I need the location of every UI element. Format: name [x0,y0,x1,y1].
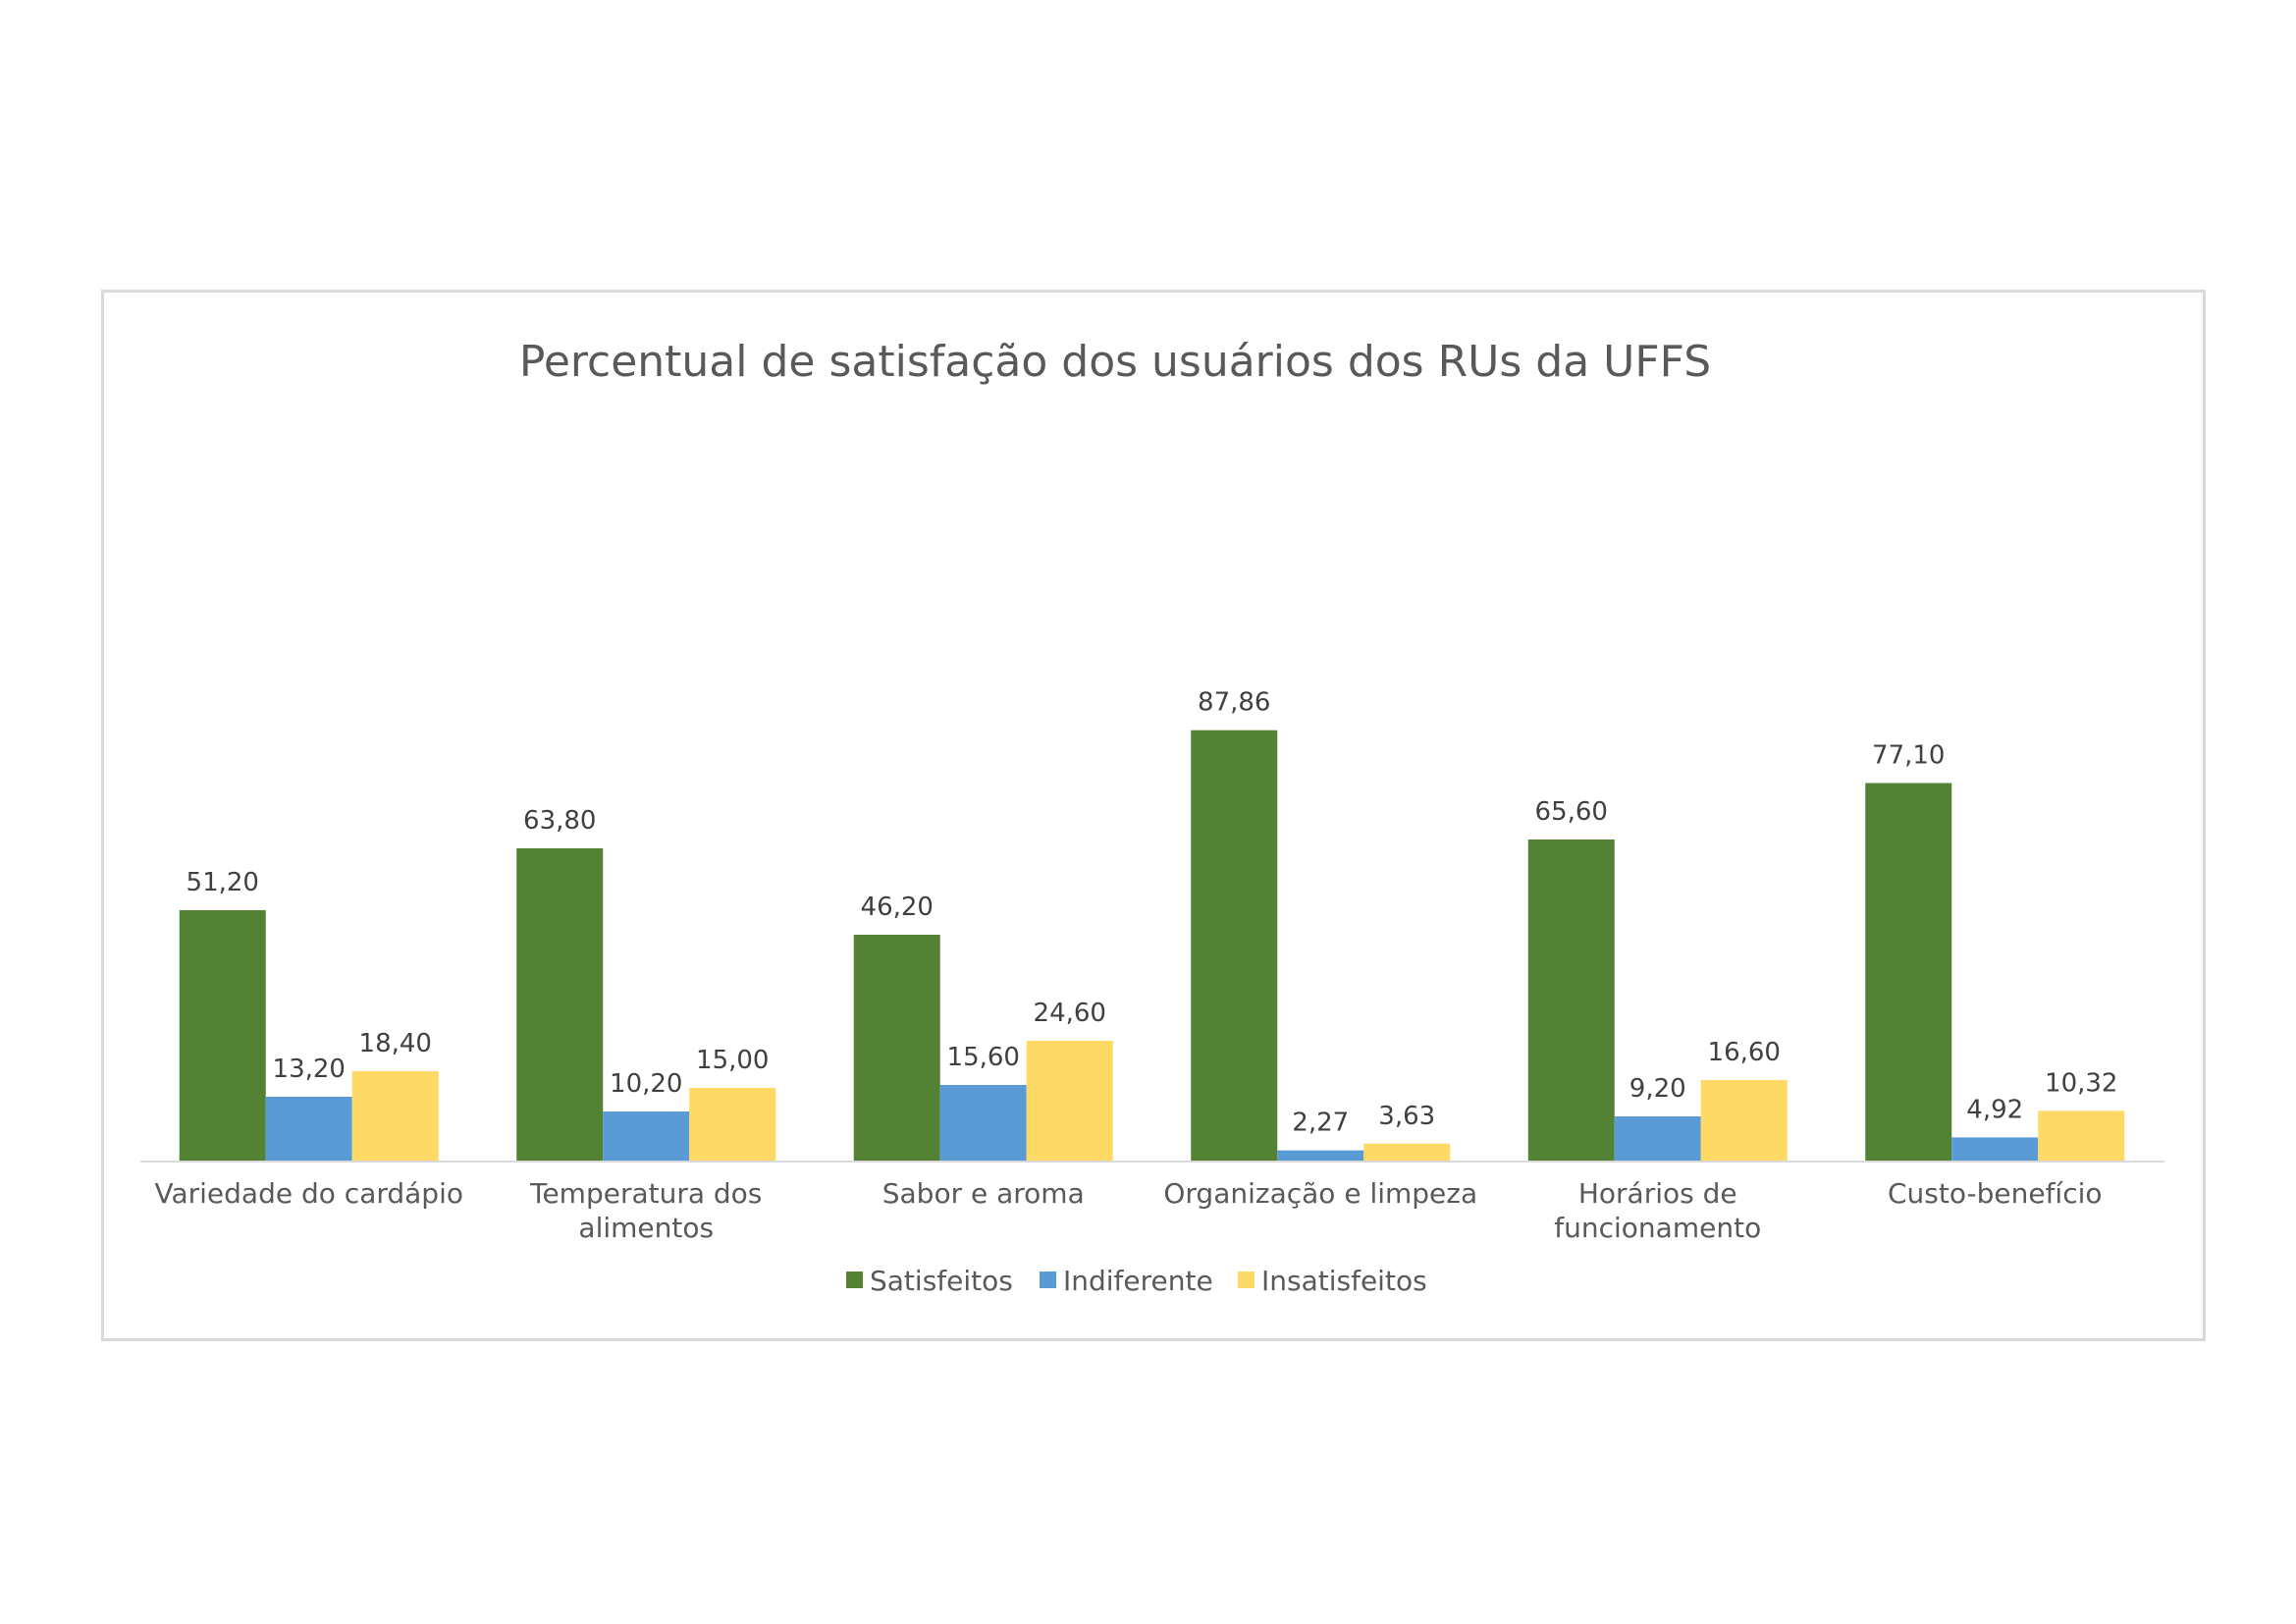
data-label-insatisfeitos-4: 16,60 [1708,1038,1781,1067]
data-label-indiferente-3: 2,27 [1292,1109,1349,1138]
data-label-indiferente-4: 9,20 [1629,1074,1686,1104]
bar-satisfeitos-2 [853,935,940,1162]
legend: Satisfeitos Indiferente Insatisfeitos [846,1265,1427,1297]
category-label-1-0: Temperatura dos [529,1177,762,1210]
bar-insatisfeitos-5 [2038,1110,2125,1162]
bar-insatisfeitos-3 [1363,1143,1451,1162]
data-label-indiferente-0: 13,20 [273,1055,346,1084]
data-label-insatisfeitos-3: 3,63 [1378,1102,1435,1131]
data-label-satisfeitos-3: 87,86 [1198,688,1270,718]
bar-insatisfeitos-2 [1026,1041,1113,1162]
data-label-indiferente-1: 10,20 [610,1069,682,1099]
data-label-insatisfeitos-5: 10,32 [2045,1068,2117,1098]
data-label-indiferente-5: 4,92 [1966,1095,2023,1124]
data-label-insatisfeitos-2: 24,60 [1034,999,1106,1028]
legend-swatch-satisfeitos [846,1272,863,1288]
bar-indiferente-2 [939,1085,1027,1162]
data-label-insatisfeitos-1: 15,00 [696,1046,769,1075]
bar-satisfeitos-4 [1527,839,1615,1162]
category-label-2-0: Sabor e aroma [882,1177,1085,1210]
bar-indiferente-5 [1951,1137,2039,1162]
data-label-satisfeitos-4: 65,60 [1535,797,1608,827]
category-labels-group: Variedade do cardápio Temperatura dosalim… [155,1177,2103,1244]
bar-insatisfeitos-0 [351,1071,439,1162]
bar-insatisfeitos-4 [1700,1080,1788,1162]
value-labels-group: 51,20 13,20 18,40 63,80 10,20 15,00 46,20 15,60… [187,688,2118,1138]
legend-swatch-insatisfeitos [1238,1272,1255,1288]
data-label-indiferente-2: 15,60 [947,1043,1020,1072]
data-label-satisfeitos-1: 63,80 [523,806,596,836]
bar-satisfeitos-1 [516,848,604,1162]
bar-chart: Percentual de satisfação dos usuários do… [140,337,2164,1297]
legend-label-indiferente: Indiferente [1063,1265,1213,1297]
category-label-4-1: funcionamento [1554,1212,1761,1244]
bar-indiferente-3 [1277,1150,1364,1162]
data-label-insatisfeitos-0: 18,40 [359,1029,432,1058]
bar-satisfeitos-5 [1865,783,1952,1162]
category-label-0-0: Variedade do cardápio [155,1177,463,1210]
legend-label-satisfeitos: Satisfeitos [870,1265,1013,1297]
bar-indiferente-0 [265,1097,352,1162]
bar-indiferente-1 [603,1111,690,1162]
bar-indiferente-4 [1614,1116,1701,1162]
data-label-satisfeitos-5: 77,10 [1872,741,1945,771]
bar-satisfeitos-0 [179,910,266,1162]
legend-swatch-indiferente [1040,1272,1056,1288]
category-label-3-0: Organização e limpeza [1163,1177,1477,1210]
category-label-4-0: Horários de [1578,1177,1737,1210]
category-label-5-0: Custo-benefício [1888,1177,2103,1210]
bar-satisfeitos-3 [1191,730,1278,1162]
bar-insatisfeitos-1 [689,1088,776,1162]
legend-label-insatisfeitos: Insatisfeitos [1261,1265,1427,1297]
chart-title: Percentual de satisfação dos usuários do… [519,337,1711,387]
category-label-1-1: alimentos [578,1212,714,1244]
chart-frame: Percentual de satisfação dos usuários do… [101,290,2206,1341]
bars-group [179,730,2125,1162]
data-label-satisfeitos-2: 46,20 [861,893,934,922]
data-label-satisfeitos-0: 51,20 [187,868,259,897]
